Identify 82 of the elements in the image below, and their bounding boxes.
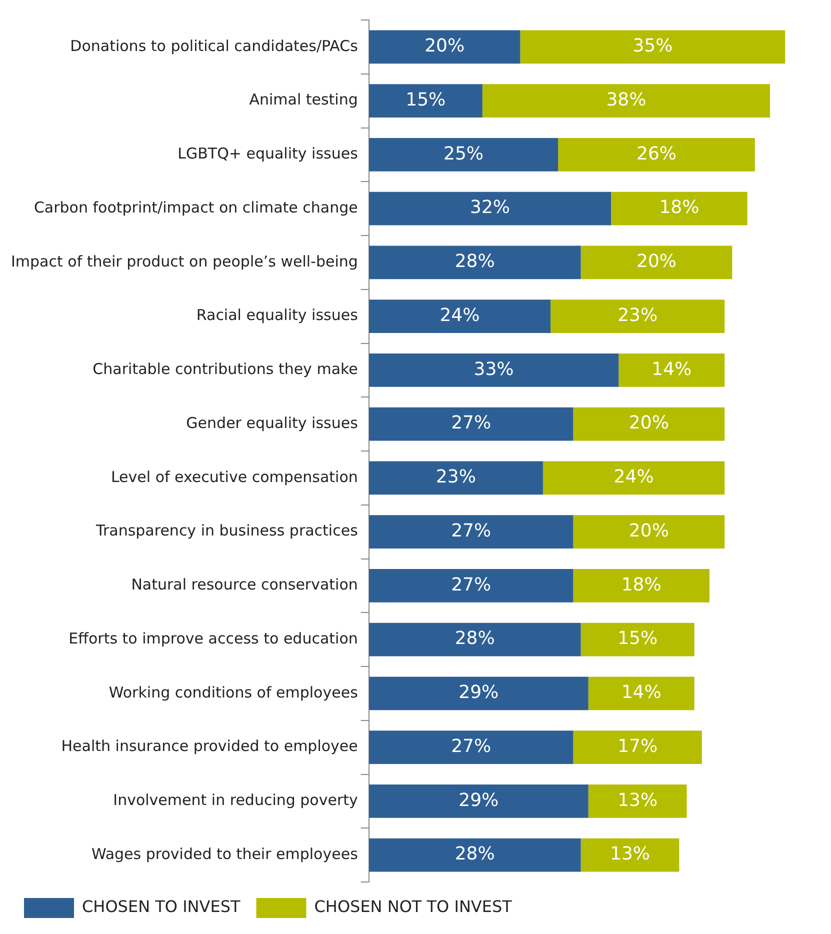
data-label: 20%: [628, 412, 669, 434]
legend-label: CHOSEN NOT TO INVEST: [314, 897, 512, 916]
y-tick-label: Involvement in reducing poverty: [113, 791, 358, 810]
y-tick-label: Racial equality issues: [196, 306, 358, 324]
y-tick-label: Donations to political candidates/PACs: [70, 36, 358, 55]
data-label: 32%: [470, 197, 510, 218]
bar: [588, 784, 687, 818]
data-label: 24%: [614, 466, 654, 488]
data-label: 29%: [458, 682, 499, 704]
bar: [558, 138, 755, 172]
data-label: 23%: [618, 304, 658, 326]
y-tick-label: Animal testing: [249, 90, 358, 109]
y-tick-label: Gender equality issues: [186, 414, 358, 432]
data-label: 13%: [610, 844, 650, 865]
y-tick-label: Charitable contributions they make: [92, 360, 358, 378]
data-label: 27%: [451, 520, 492, 542]
data-label: 26%: [636, 143, 676, 164]
data-label: 27%: [451, 736, 492, 757]
bar: [368, 461, 543, 495]
bar: [573, 730, 702, 764]
data-label: 20%: [636, 251, 676, 272]
y-tick-label: Efforts to improve access to education: [68, 629, 358, 648]
bar: [573, 407, 725, 441]
y-tick-label: Wages provided to their employees: [91, 844, 358, 863]
bar: [368, 353, 619, 387]
data-label: 14%: [621, 682, 662, 704]
data-label: 14%: [652, 358, 692, 380]
data-label: 35%: [632, 36, 673, 57]
y-tick-label: LGBTQ+ equality issues: [178, 144, 358, 163]
y-tick-label: Working conditions of employees: [108, 683, 358, 702]
bar: [368, 568, 574, 602]
data-label: 25%: [443, 143, 484, 164]
bar: [611, 192, 748, 226]
bar: [368, 515, 574, 549]
bar: [368, 407, 574, 441]
data-label: 15%: [406, 89, 446, 110]
y-tick-label: Transparency in business practices: [95, 522, 358, 540]
data-label: 29%: [458, 790, 499, 811]
data-label: 27%: [451, 574, 492, 596]
data-label: 24%: [440, 304, 480, 326]
y-tick-label: Level of executive compensation: [110, 468, 358, 486]
data-label: 28%: [454, 628, 495, 650]
data-label: 23%: [436, 466, 476, 488]
bar: [573, 568, 710, 602]
bar: [368, 192, 612, 226]
bar: [368, 838, 581, 872]
data-label: 17%: [618, 736, 658, 757]
bar: [588, 676, 694, 710]
bar: [368, 246, 581, 280]
bar: [368, 784, 588, 818]
data-label: 18%: [621, 574, 662, 596]
bar: [550, 300, 725, 334]
legend-label: CHOSEN TO INVEST: [82, 897, 240, 916]
bar: [580, 622, 694, 656]
data-label: 15%: [618, 628, 658, 650]
bar: [368, 138, 558, 172]
bar: [368, 300, 551, 334]
bar: [368, 676, 588, 710]
bar: [368, 730, 574, 764]
bar: [368, 30, 520, 64]
data-label: 27%: [451, 412, 492, 434]
bar: [368, 84, 482, 118]
y-tick-label: Health insurance provided to employee: [61, 737, 358, 756]
bar: [542, 461, 725, 495]
data-label: 38%: [606, 89, 646, 110]
bar: [618, 353, 725, 387]
bar: [580, 246, 732, 280]
data-label: 20%: [424, 36, 465, 57]
data-label: 28%: [454, 251, 495, 272]
y-tick-label: Impact of their product on people’s well-being: [11, 252, 358, 270]
data-label: 28%: [454, 844, 495, 865]
y-tick-label: Natural resource conservation: [131, 576, 358, 594]
bar: [482, 84, 770, 118]
data-label: 33%: [474, 358, 514, 380]
bar: [573, 515, 725, 549]
y-tick-label: Carbon footprint/impact on climate change: [34, 198, 358, 216]
bar: [520, 30, 786, 64]
bar: [368, 622, 581, 656]
data-label: 13%: [618, 790, 658, 811]
data-label: 18%: [659, 197, 700, 218]
bar: [580, 838, 680, 872]
data-label: 20%: [628, 520, 669, 542]
